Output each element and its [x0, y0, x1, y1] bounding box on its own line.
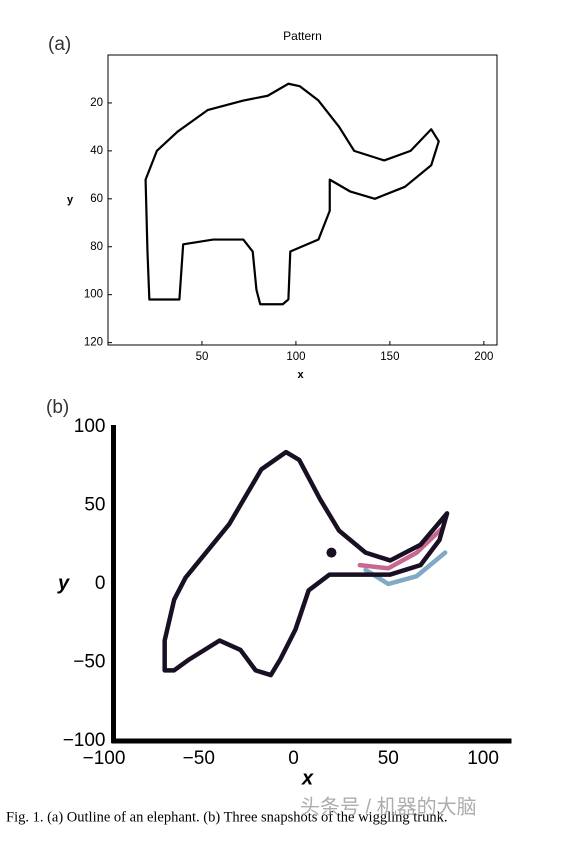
x-tick-label: 0 [288, 748, 299, 769]
caption: Fig. 1. (a) Outline of an elephant. (b) … [6, 809, 448, 825]
x-tick-label: −50 [183, 748, 215, 769]
y-tick-label: 120 [84, 337, 103, 349]
x-axis-label: x [297, 369, 304, 381]
panel-label: (b) [46, 397, 69, 418]
y-tick-label: 40 [90, 145, 103, 157]
y-tick-label: 100 [74, 416, 106, 437]
y-tick-label: 60 [90, 193, 103, 205]
y-tick-label: 80 [90, 241, 103, 253]
y-axis-label: y [67, 194, 74, 206]
x-tick-label: 50 [378, 748, 399, 769]
x-tick-label: 100 [286, 351, 305, 363]
y-tick-label: 100 [84, 289, 103, 301]
x-tick-label: 50 [196, 351, 209, 363]
outline [144, 82, 440, 306]
outline [363, 550, 448, 587]
outline [357, 526, 444, 571]
x-axis-label: x [301, 767, 314, 789]
y-tick-label: −100 [63, 730, 106, 751]
panel-label: (a) [48, 34, 71, 55]
y-axis-label: y [57, 572, 70, 594]
point [326, 547, 337, 558]
y-tick-label: −50 [73, 652, 105, 673]
x-tick-label: 100 [467, 748, 499, 769]
outline [162, 449, 450, 678]
y-tick-label: 20 [90, 97, 103, 109]
y-tick-label: 50 [84, 495, 105, 516]
x-tick-label: 150 [380, 351, 399, 363]
y-tick-label: 0 [95, 573, 106, 594]
x-tick-label: −100 [83, 748, 126, 769]
x-tick-label: 200 [474, 351, 493, 363]
plot-frame [107, 54, 498, 346]
chart-title: Pattern [283, 29, 322, 43]
watermark: 头条号 / 机器的大脑 [300, 795, 477, 818]
